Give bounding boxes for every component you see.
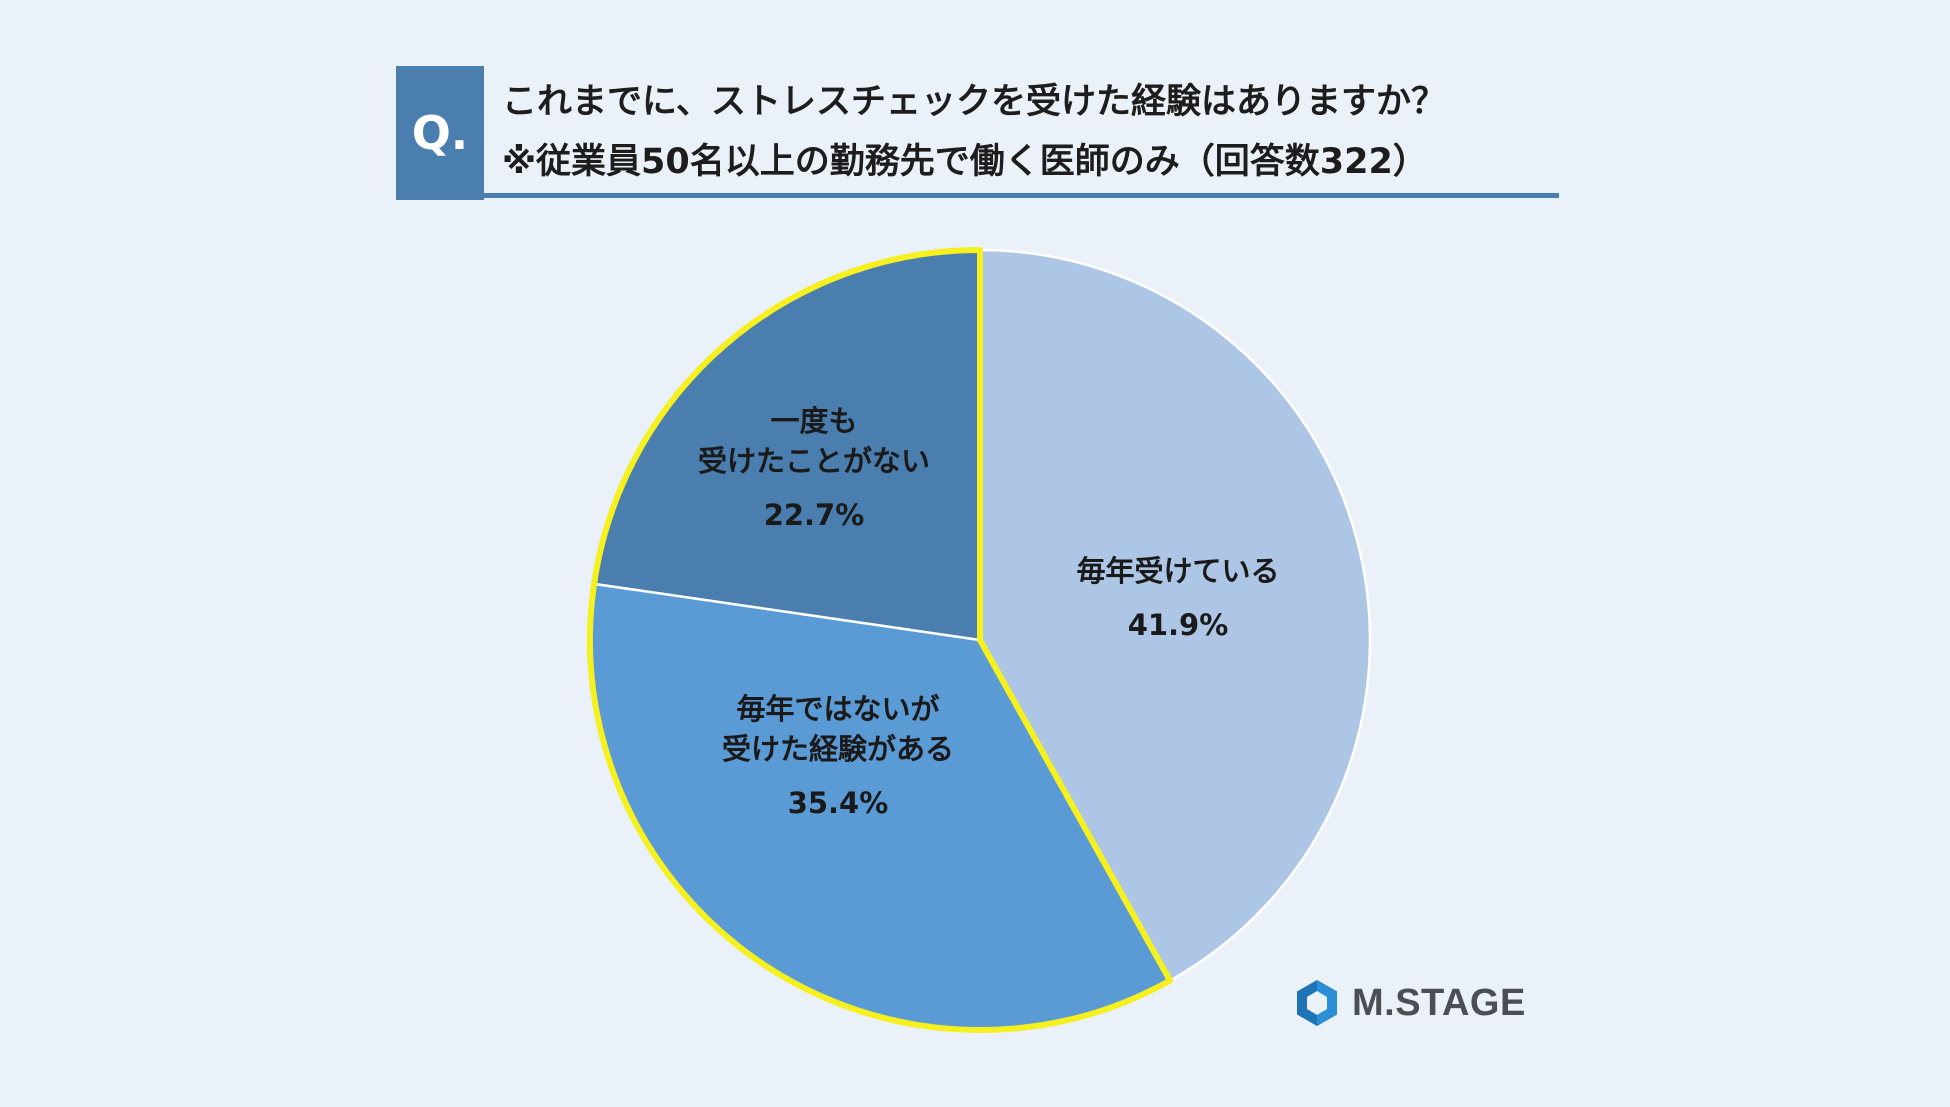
slice-label-2-line-2: 受けた経験がある bbox=[722, 732, 954, 766]
pie-slice-1 bbox=[978, 248, 1372, 983]
slice-label-1-line-1: 毎年受けている bbox=[1076, 554, 1279, 588]
header-underline bbox=[484, 193, 1559, 198]
slice-label-3-line-1: 一度も bbox=[770, 404, 857, 438]
hexagon-logo-icon bbox=[1297, 980, 1337, 1026]
slice-label-2-line-1: 毎年ではないが bbox=[736, 692, 939, 726]
slice-value-1: 41.9% bbox=[1128, 608, 1229, 642]
brand-logo: M.STAGE bbox=[1292, 978, 1526, 1028]
question-line-2: ※従業員50名以上の勤務先で働く医師のみ（回答数322） bbox=[502, 142, 1428, 182]
question-line-1: これまでに、ストレスチェックを受けた経験はありますか？ bbox=[502, 82, 1446, 122]
slice-value-3: 22.7% bbox=[764, 498, 865, 532]
question-badge: Q. bbox=[396, 66, 484, 200]
slice-value-2: 35.4% bbox=[788, 786, 889, 820]
slice-label-3-line-2: 受けたことがない bbox=[698, 444, 930, 478]
question-mark-text: Q. bbox=[411, 106, 469, 160]
highlight-outline bbox=[587, 247, 1174, 1033]
logo-text: M.STAGE bbox=[1352, 981, 1526, 1024]
question-text: これまでに、ストレスチェックを受けた経験はありますか？ ※従業員50名以上の勤務… bbox=[502, 72, 1446, 192]
